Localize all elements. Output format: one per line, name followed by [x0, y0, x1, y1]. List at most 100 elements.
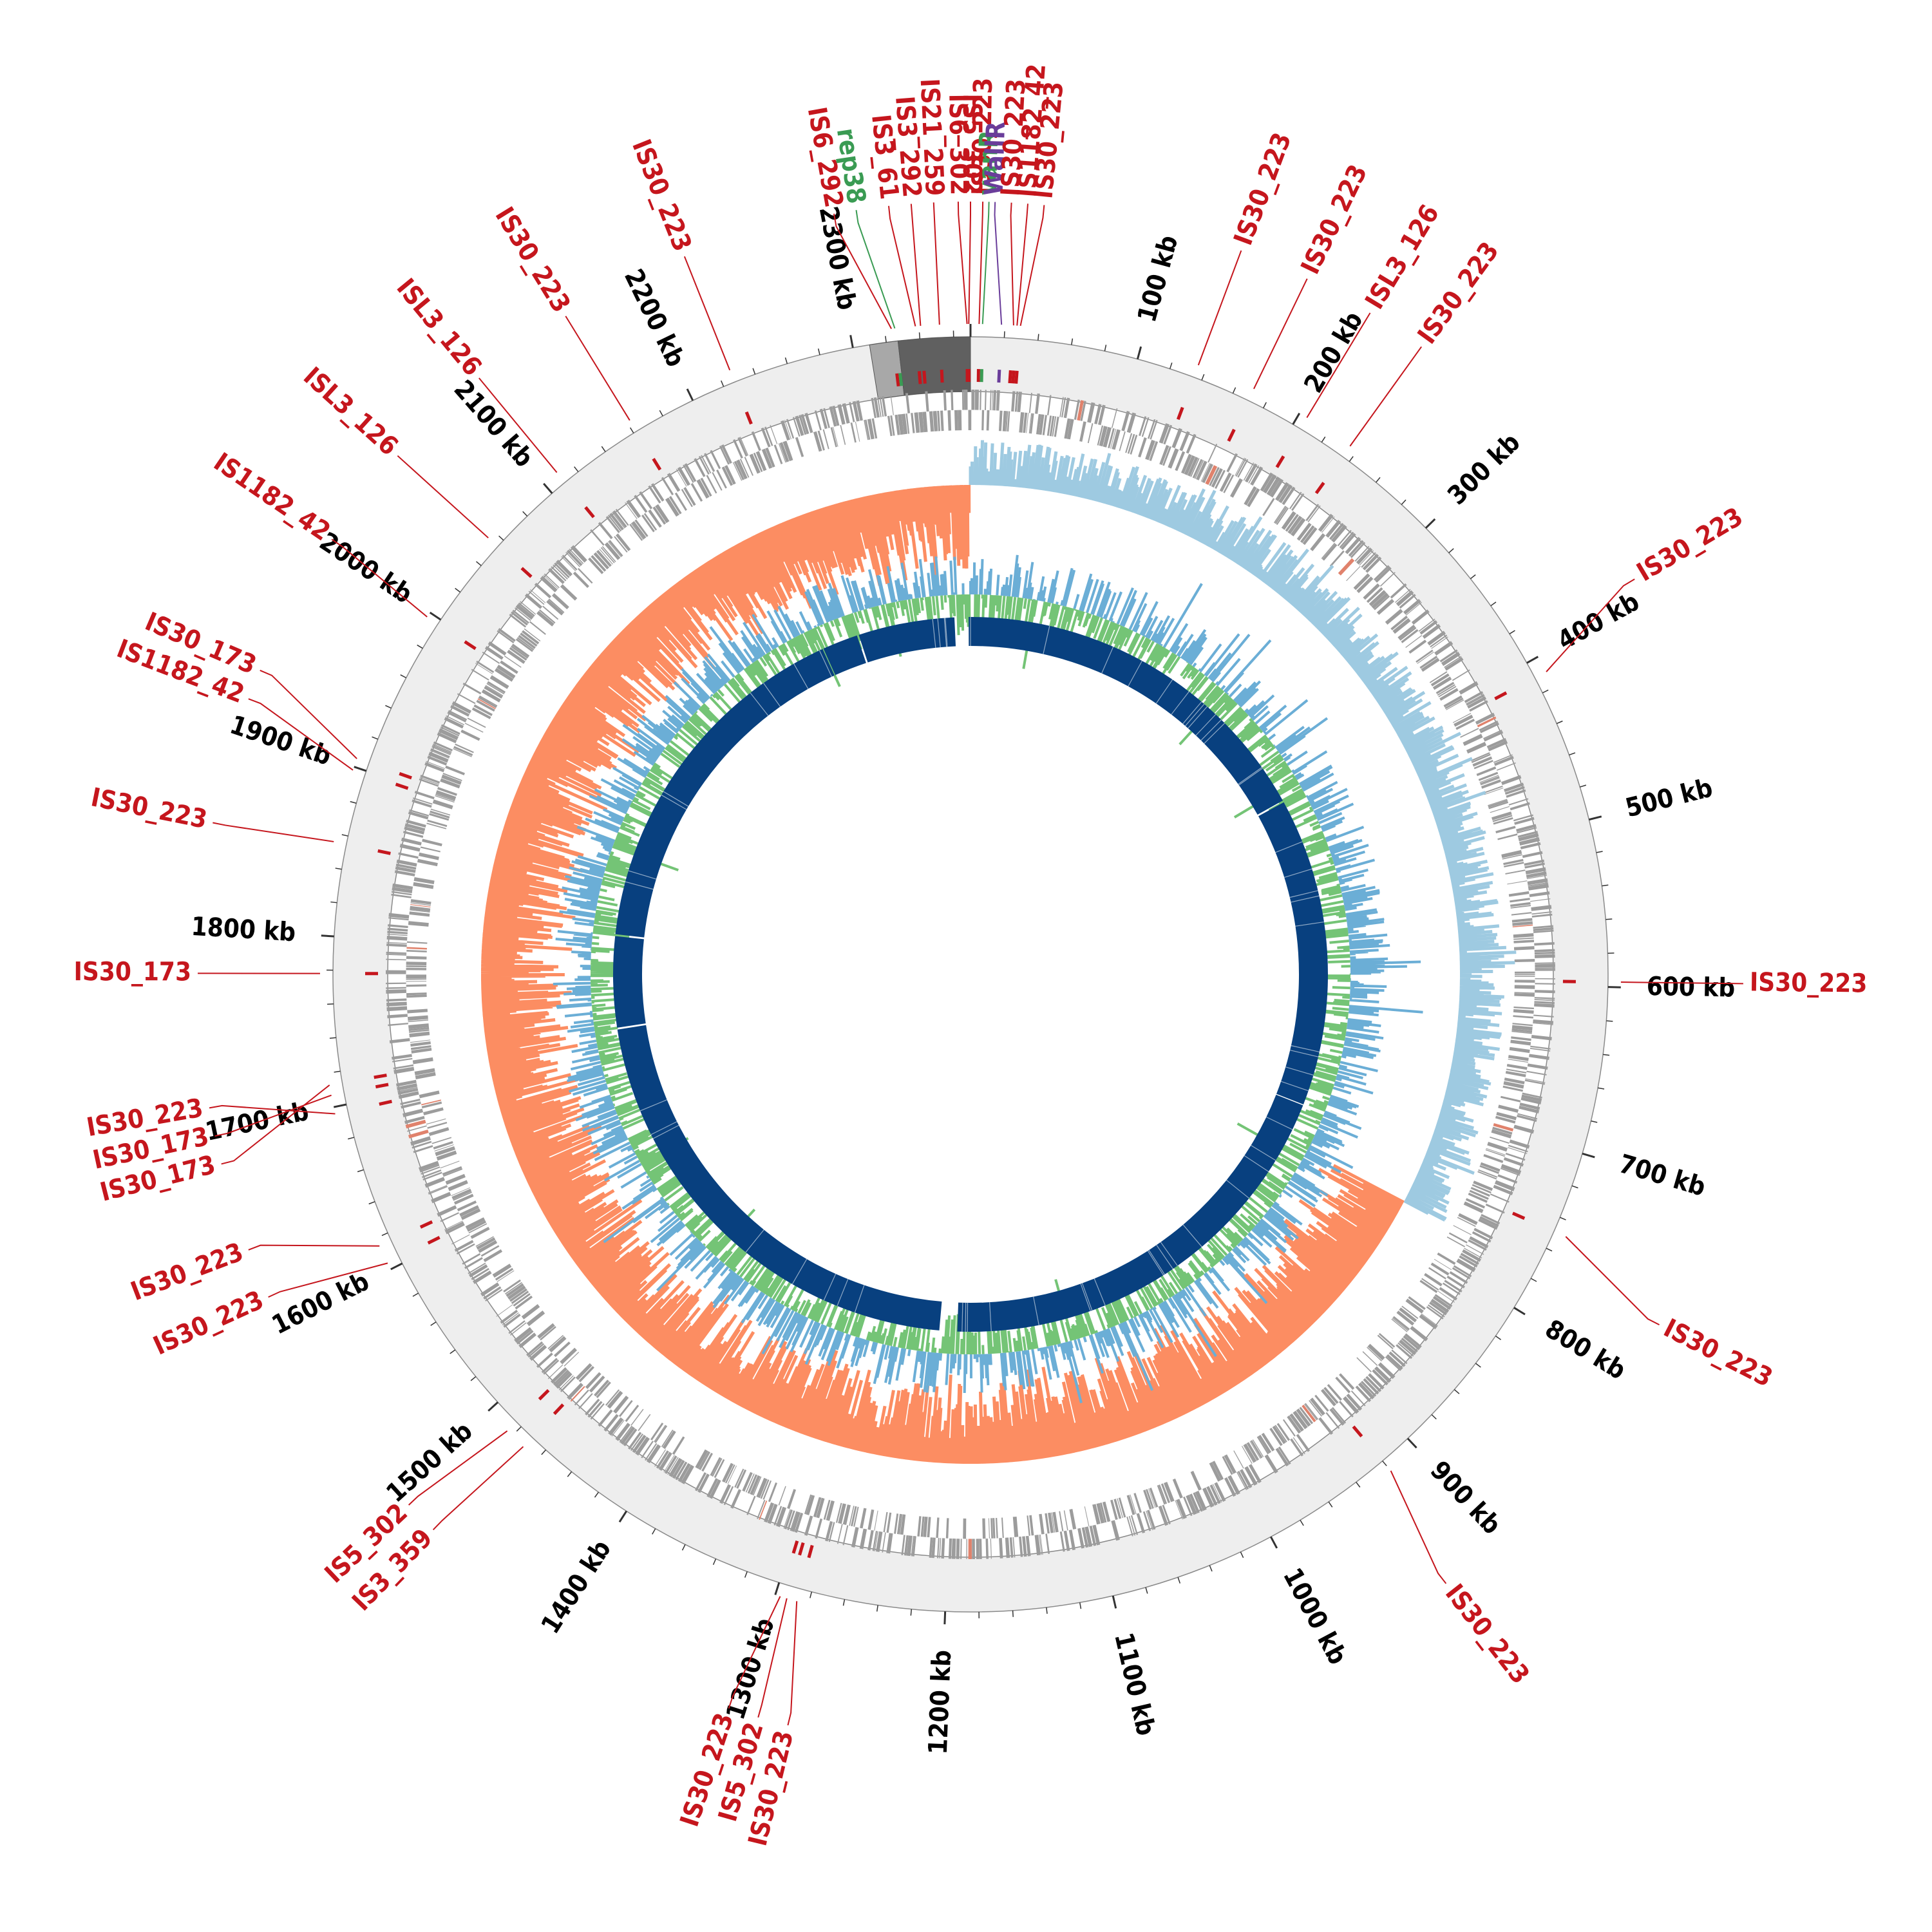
cds-feature — [464, 1257, 483, 1269]
cds-feature — [779, 1486, 786, 1506]
tick-label: 300 kb — [1442, 428, 1526, 511]
cds-feature — [976, 1539, 980, 1559]
feature-label: IS30_223 — [1296, 160, 1374, 279]
cds-feature — [463, 683, 482, 694]
ruler-tick — [1004, 331, 1005, 337]
cds-feature — [408, 1130, 429, 1139]
cds-feature — [1515, 976, 1535, 977]
cds-feature — [1230, 478, 1243, 498]
cds-feature — [475, 663, 493, 674]
cds-feature — [1522, 851, 1543, 858]
feature-leader-line — [911, 204, 921, 326]
ruler-tick — [785, 357, 787, 364]
cds-feature — [387, 931, 408, 934]
tick-label: 2300 kb — [813, 204, 862, 312]
homology-ring-layer — [613, 617, 1328, 1332]
cds-feature — [1265, 1454, 1278, 1473]
cds-feature — [1088, 423, 1094, 443]
cds-feature — [804, 1515, 813, 1536]
cds-feature — [989, 1519, 990, 1539]
cds-feature — [1019, 1537, 1023, 1557]
cds-feature — [1535, 978, 1555, 980]
cds-feature — [1001, 1518, 1004, 1539]
feature-leader-line — [397, 456, 488, 538]
cds-feature — [1138, 437, 1147, 457]
ruler-tick — [1598, 1088, 1604, 1089]
ruler-tick — [1491, 602, 1496, 606]
cds-feature — [1010, 1537, 1014, 1558]
cds-feature — [1510, 898, 1530, 902]
ruler-tick — [1546, 1248, 1552, 1251]
feature-leader-line — [889, 206, 915, 327]
cds-feature — [639, 491, 652, 509]
cds-feature — [981, 410, 984, 431]
cds-feature — [1515, 974, 1535, 975]
ruler-tick — [1046, 1607, 1047, 1614]
cds-feature — [956, 1539, 960, 1559]
cds-feature — [387, 1014, 408, 1018]
tick-label: 1000 kb — [1277, 1563, 1352, 1669]
cds-feature — [1039, 1514, 1045, 1535]
feature-label: IS30_223 — [1412, 237, 1505, 350]
ruler-tick — [544, 484, 552, 493]
cds-feature — [1045, 1533, 1050, 1554]
cds-feature — [1338, 558, 1354, 576]
cds-feature — [1513, 1007, 1534, 1009]
cds-feature — [1535, 969, 1555, 971]
cds-feature — [1534, 1003, 1555, 1008]
feature-label: IS30_223 — [88, 782, 209, 835]
cds-feature — [409, 911, 430, 916]
feature-label: IS30_223 — [1632, 502, 1748, 587]
cds-feature — [867, 1530, 874, 1551]
cds-feature — [1530, 898, 1550, 902]
cds-feature — [415, 791, 435, 799]
cds-feature — [1452, 669, 1470, 681]
ruler-tick — [471, 1377, 476, 1381]
cds-feature — [937, 1538, 940, 1558]
ruler-tick — [455, 588, 460, 592]
ruler-tick — [1426, 519, 1435, 528]
feature-label: IS30_223 — [1439, 1578, 1535, 1689]
ruler-tick — [1527, 657, 1538, 663]
ruler-tick — [1560, 1217, 1566, 1220]
ruler-tick — [574, 467, 578, 472]
ruler-tick — [1572, 1186, 1578, 1188]
cds-feature — [947, 410, 951, 431]
cds-feature — [1005, 1538, 1010, 1558]
cds-feature — [471, 669, 489, 681]
cds-feature — [1233, 1450, 1244, 1468]
ruler-tick — [714, 1559, 716, 1565]
cds-feature — [1446, 1276, 1465, 1289]
cds-feature — [815, 410, 822, 430]
cds-feature — [388, 924, 408, 928]
cds-feature — [1484, 731, 1503, 742]
cds-feature — [1514, 946, 1535, 950]
ruler-tick — [413, 1293, 419, 1296]
cds-feature — [549, 1336, 566, 1352]
ruler-tick — [1603, 1054, 1609, 1055]
cds-feature — [537, 1323, 555, 1339]
cds-feature — [939, 1538, 941, 1558]
tick-label: 1200 kb — [923, 1649, 957, 1755]
cds-feature — [388, 1023, 408, 1026]
ruler-tick — [1240, 1552, 1243, 1558]
cds-feature — [1060, 1531, 1065, 1552]
cds-feature — [406, 978, 427, 980]
ruler-tick — [334, 1071, 341, 1072]
cds-feature — [954, 410, 958, 431]
ruler-tick — [1449, 549, 1454, 553]
cds-feature — [1515, 985, 1535, 989]
cds-feature — [795, 437, 804, 457]
tick-label: 200 kb — [1298, 307, 1368, 398]
cds-feature — [860, 1508, 866, 1529]
cds-feature — [386, 971, 406, 974]
cds-feature — [876, 1531, 883, 1552]
ruler-tick — [1072, 339, 1073, 345]
cds-feature — [1029, 393, 1032, 413]
feature-leader-line — [856, 210, 895, 328]
feature-leader-line — [788, 1601, 797, 1725]
cds-feature — [1275, 507, 1287, 524]
cds-feature — [406, 950, 427, 952]
cds-feature — [390, 1038, 410, 1043]
cds-feature — [1463, 734, 1482, 746]
